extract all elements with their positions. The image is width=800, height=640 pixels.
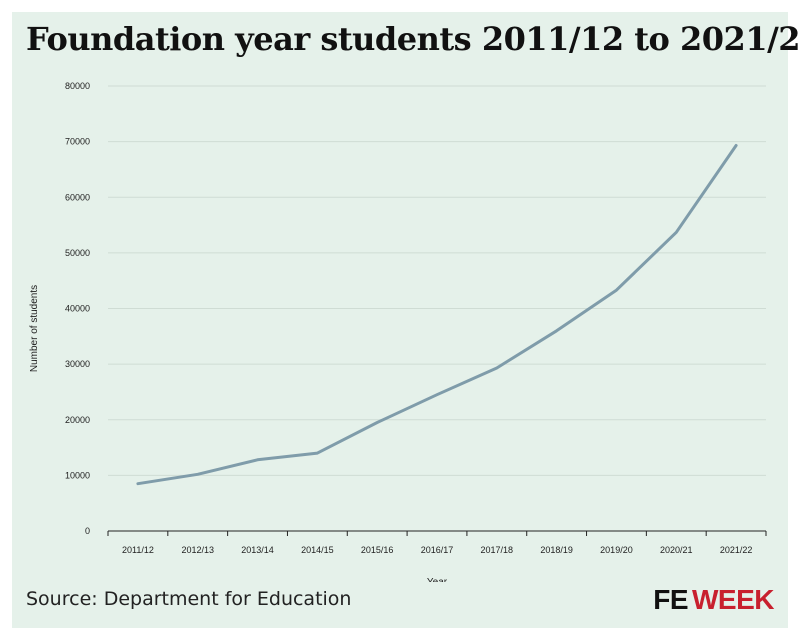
x-tick-label: 2020/21 — [660, 545, 693, 555]
fe-week-logo: FE WEEK — [653, 584, 774, 616]
y-tick-label: 0 — [85, 526, 90, 536]
source-note: Source: Department for Education — [26, 588, 352, 610]
x-tick-label: 2021/22 — [720, 545, 753, 555]
y-tick-label: 80000 — [65, 81, 90, 91]
x-axis-title: Year — [427, 577, 448, 582]
x-tick-label: 2011/12 — [122, 545, 154, 555]
x-tick-label: 2015/16 — [361, 545, 394, 555]
y-axis-title: Number of students — [29, 285, 40, 372]
y-tick-label: 20000 — [65, 415, 90, 425]
chart-title: Foundation year students 2011/12 to 2021… — [26, 20, 800, 58]
x-tick-label: 2018/19 — [540, 545, 573, 555]
x-tick-label: 2014/15 — [301, 545, 334, 555]
y-tick-label: 40000 — [65, 304, 90, 314]
x-tick-label: 2013/14 — [241, 545, 274, 555]
y-tick-label: 60000 — [65, 192, 90, 202]
y-tick-label: 70000 — [65, 137, 90, 147]
x-tick-label: 2016/17 — [421, 545, 454, 555]
y-tick-label: 30000 — [65, 359, 90, 369]
y-tick-label: 50000 — [65, 248, 90, 258]
line-chart: 0 10000 20000 30000 40000 50000 60000 70000 8000… — [29, 81, 767, 582]
series-line — [136, 144, 738, 486]
logo-fe-text: FE — [653, 584, 688, 615]
x-tick-label: 2012/13 — [181, 545, 214, 555]
y-tick-label: 10000 — [65, 470, 90, 480]
x-tick-label: 2017/18 — [481, 545, 514, 555]
logo-week-text: WEEK — [692, 584, 775, 615]
chart-panel: Foundation year students 2011/12 to 2021… — [12, 12, 800, 628]
x-tick-label: 2019/20 — [600, 545, 633, 555]
